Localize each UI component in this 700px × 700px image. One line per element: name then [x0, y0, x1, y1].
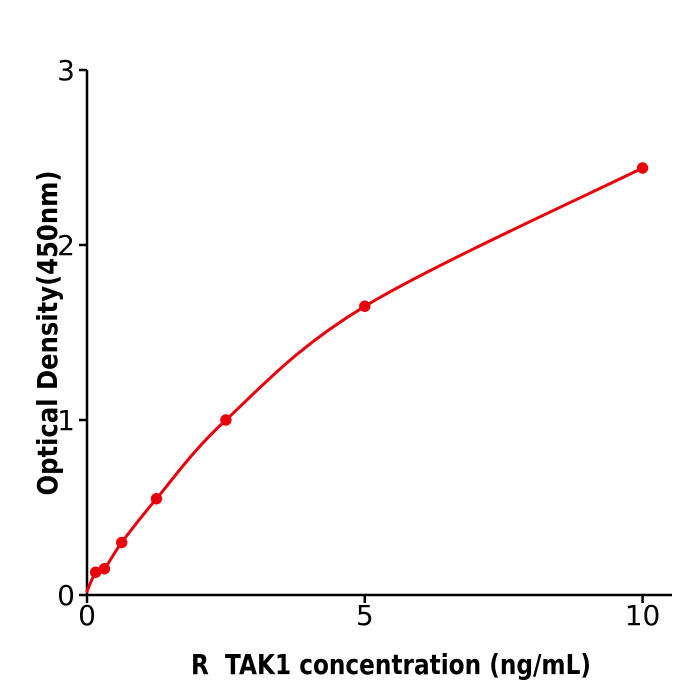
data-point-marker — [220, 414, 232, 426]
x-tick-label: 10 — [625, 599, 661, 632]
data-point-marker — [98, 563, 111, 575]
y-tick-label: 1 — [57, 404, 75, 437]
data-point-marker — [636, 162, 649, 174]
data-point-marker — [359, 300, 371, 312]
x-tick-label: 5 — [356, 599, 374, 632]
standard-curve-line — [85, 166, 645, 593]
data-point-marker — [89, 566, 102, 578]
data-point-marker — [116, 536, 128, 549]
y-tick-label: 3 — [57, 54, 75, 87]
x-axis-ticks: 0 5 10 — [78, 595, 660, 632]
x-tick-label: 0 — [78, 599, 96, 632]
y-axis-ticks: 0 1 2 3 — [57, 54, 87, 612]
data-point-markers — [89, 162, 649, 578]
y-tick-label: 0 — [57, 579, 75, 612]
data-point-marker — [150, 493, 163, 505]
y-axis-title: Optical Density(450nm) — [31, 171, 64, 496]
x-axis-title: R TAK1 concentration (ng/mL) — [191, 648, 591, 681]
axes — [85, 70, 672, 597]
y-tick-label: 2 — [57, 229, 75, 262]
